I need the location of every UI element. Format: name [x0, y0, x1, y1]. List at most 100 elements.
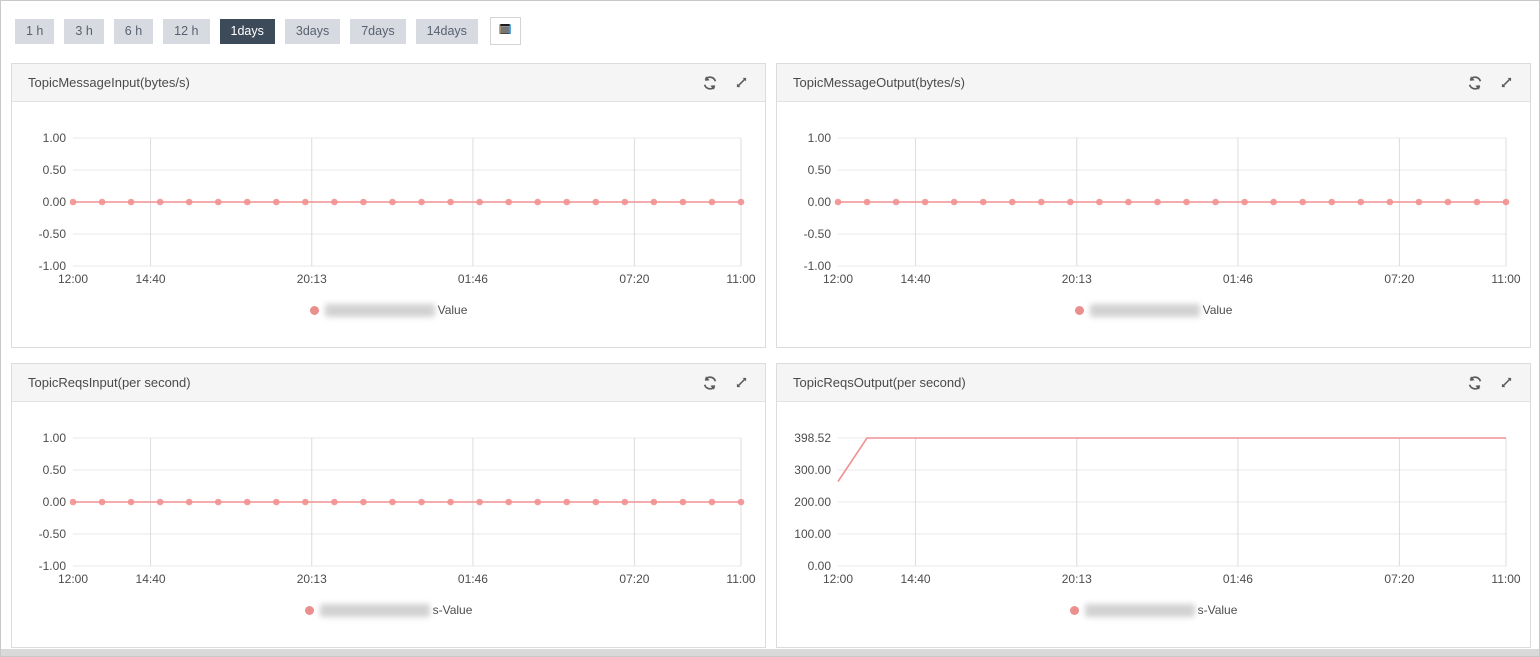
svg-text:07:20: 07:20 — [619, 272, 649, 286]
legend-label: Value — [437, 303, 468, 317]
svg-text:200.00: 200.00 — [794, 495, 831, 509]
svg-text:0.50: 0.50 — [43, 163, 67, 177]
legend-label: Value — [1202, 303, 1233, 317]
chart-canvas: 398.52 300.00 200.00 100.00 0.00 12:00 14:40 20… — [777, 402, 1530, 600]
svg-text:12:00: 12:00 — [58, 272, 88, 286]
panel-header: TopicMessageInput(bytes/s) — [12, 64, 765, 102]
svg-text:20:13: 20:13 — [1062, 272, 1092, 286]
expand-icon[interactable] — [1499, 75, 1514, 90]
chart-canvas: 1.00 0.50 0.00 -0.50 -1.00 12:00 14:40 20:13 01:… — [12, 102, 765, 300]
panel-header: TopicReqsInput(per second) — [12, 364, 765, 402]
panel-title: TopicMessageInput(bytes/s) — [28, 75, 190, 90]
time-range-button-6h[interactable]: 6 h — [113, 18, 154, 44]
panel-title: TopicReqsOutput(per second) — [793, 375, 966, 390]
time-range-buttons: 1 h 3 h 6 h 12 h 1days 3days 7days 14days — [15, 18, 478, 44]
svg-text:-0.50: -0.50 — [39, 527, 67, 541]
svg-text:0.00: 0.00 — [43, 195, 67, 209]
svg-text:-0.50: -0.50 — [39, 227, 67, 241]
svg-text:12:00: 12:00 — [823, 572, 853, 586]
time-range-button-1days[interactable]: 1days — [219, 18, 275, 44]
svg-text:20:13: 20:13 — [297, 572, 327, 586]
legend-marker-icon — [1074, 305, 1084, 315]
svg-text:01:46: 01:46 — [1223, 272, 1253, 286]
svg-text:11:00: 11:00 — [726, 272, 755, 286]
chart-canvas: 1.00 0.50 0.00 -0.50 -1.00 12:00 14:40 20:13 01:… — [777, 102, 1530, 300]
legend-marker-icon — [309, 305, 319, 315]
legend-item[interactable]: s-Value — [777, 600, 1530, 620]
legend-label: s-Value — [1197, 603, 1238, 617]
svg-text:14:40: 14:40 — [136, 572, 166, 586]
svg-text:1.00: 1.00 — [43, 431, 67, 445]
time-range-toolbar: 1 h 3 h 6 h 12 h 1days 3days 7days 14days — [15, 17, 521, 45]
panel-actions — [1467, 375, 1514, 391]
svg-text:11:00: 11:00 — [726, 572, 755, 586]
svg-text:0.50: 0.50 — [808, 163, 832, 177]
panel-header: TopicMessageOutput(bytes/s) — [777, 64, 1530, 102]
refresh-icon[interactable] — [1467, 375, 1483, 391]
svg-text:12:00: 12:00 — [58, 572, 88, 586]
legend-marker-icon — [304, 605, 314, 615]
panel-header: TopicReqsOutput(per second) — [777, 364, 1530, 402]
svg-text:01:46: 01:46 — [458, 272, 488, 286]
panel-title: TopicReqsInput(per second) — [28, 375, 191, 390]
svg-text:-1.00: -1.00 — [39, 259, 67, 273]
panel-title: TopicMessageOutput(bytes/s) — [793, 75, 965, 90]
refresh-icon[interactable] — [702, 375, 718, 391]
svg-text:1.00: 1.00 — [808, 131, 832, 145]
expand-icon[interactable] — [734, 375, 749, 390]
svg-text:11:00: 11:00 — [1491, 272, 1520, 286]
svg-text:20:13: 20:13 — [297, 272, 327, 286]
expand-icon[interactable] — [1499, 375, 1514, 390]
legend-item[interactable]: s-Value — [12, 600, 765, 620]
svg-text:01:46: 01:46 — [458, 572, 488, 586]
svg-text:07:20: 07:20 — [619, 572, 649, 586]
svg-text:-1.00: -1.00 — [39, 559, 67, 573]
legend-label: s-Value — [432, 603, 473, 617]
svg-text:11:00: 11:00 — [1491, 572, 1520, 586]
svg-text:01:46: 01:46 — [1223, 572, 1253, 586]
svg-text:1.00: 1.00 — [43, 131, 67, 145]
time-range-button-3h[interactable]: 3 h — [64, 18, 104, 44]
svg-text:-0.50: -0.50 — [804, 227, 832, 241]
legend-redacted-name — [324, 303, 435, 317]
svg-text:14:40: 14:40 — [136, 272, 166, 286]
calendar-icon — [497, 21, 513, 42]
legend-redacted-name — [319, 603, 430, 617]
svg-text:14:40: 14:40 — [901, 272, 931, 286]
chart-panel-topic-reqs-output: TopicReqsOutput(per second) — [776, 363, 1531, 648]
chart-panel-topic-message-output: TopicMessageOutput(bytes/s) — [776, 63, 1531, 348]
svg-text:0.00: 0.00 — [808, 559, 832, 573]
time-range-button-12h[interactable]: 12 h — [163, 18, 210, 44]
time-range-button-3days[interactable]: 3days — [284, 18, 341, 44]
legend-item[interactable]: Value — [777, 300, 1530, 320]
svg-text:07:20: 07:20 — [1384, 272, 1414, 286]
legend-redacted-name — [1084, 603, 1195, 617]
panel-actions — [1467, 75, 1514, 91]
time-range-button-7days[interactable]: 7days — [350, 18, 406, 44]
svg-text:100.00: 100.00 — [794, 527, 831, 541]
legend-redacted-name — [1089, 303, 1200, 317]
svg-text:20:13: 20:13 — [1062, 572, 1092, 586]
chart-canvas: 1.00 0.50 0.00 -0.50 -1.00 12:00 14:40 20:13 01:… — [12, 402, 765, 600]
svg-text:07:20: 07:20 — [1384, 572, 1414, 586]
expand-icon[interactable] — [734, 75, 749, 90]
custom-date-range-button[interactable] — [489, 17, 521, 45]
svg-text:0.50: 0.50 — [43, 463, 67, 477]
panel-actions — [702, 75, 749, 91]
svg-text:300.00: 300.00 — [794, 463, 831, 477]
chart-panel-topic-message-input: TopicMessageInput(bytes/s) — [11, 63, 766, 348]
svg-text:12:00: 12:00 — [823, 272, 853, 286]
horizontal-scrollbar[interactable] — [1, 649, 1539, 656]
legend-item[interactable]: Value — [12, 300, 765, 320]
svg-text:0.00: 0.00 — [43, 495, 67, 509]
refresh-icon[interactable] — [702, 75, 718, 91]
svg-text:398.52: 398.52 — [794, 431, 831, 445]
time-range-button-14days[interactable]: 14days — [415, 18, 478, 44]
refresh-icon[interactable] — [1467, 75, 1483, 91]
svg-text:-1.00: -1.00 — [804, 259, 832, 273]
chart-panel-topic-reqs-input: TopicReqsInput(per second) — [11, 363, 766, 648]
panel-actions — [702, 375, 749, 391]
svg-text:14:40: 14:40 — [901, 572, 931, 586]
time-range-button-1h[interactable]: 1 h — [15, 18, 55, 44]
legend-marker-icon — [1069, 605, 1079, 615]
